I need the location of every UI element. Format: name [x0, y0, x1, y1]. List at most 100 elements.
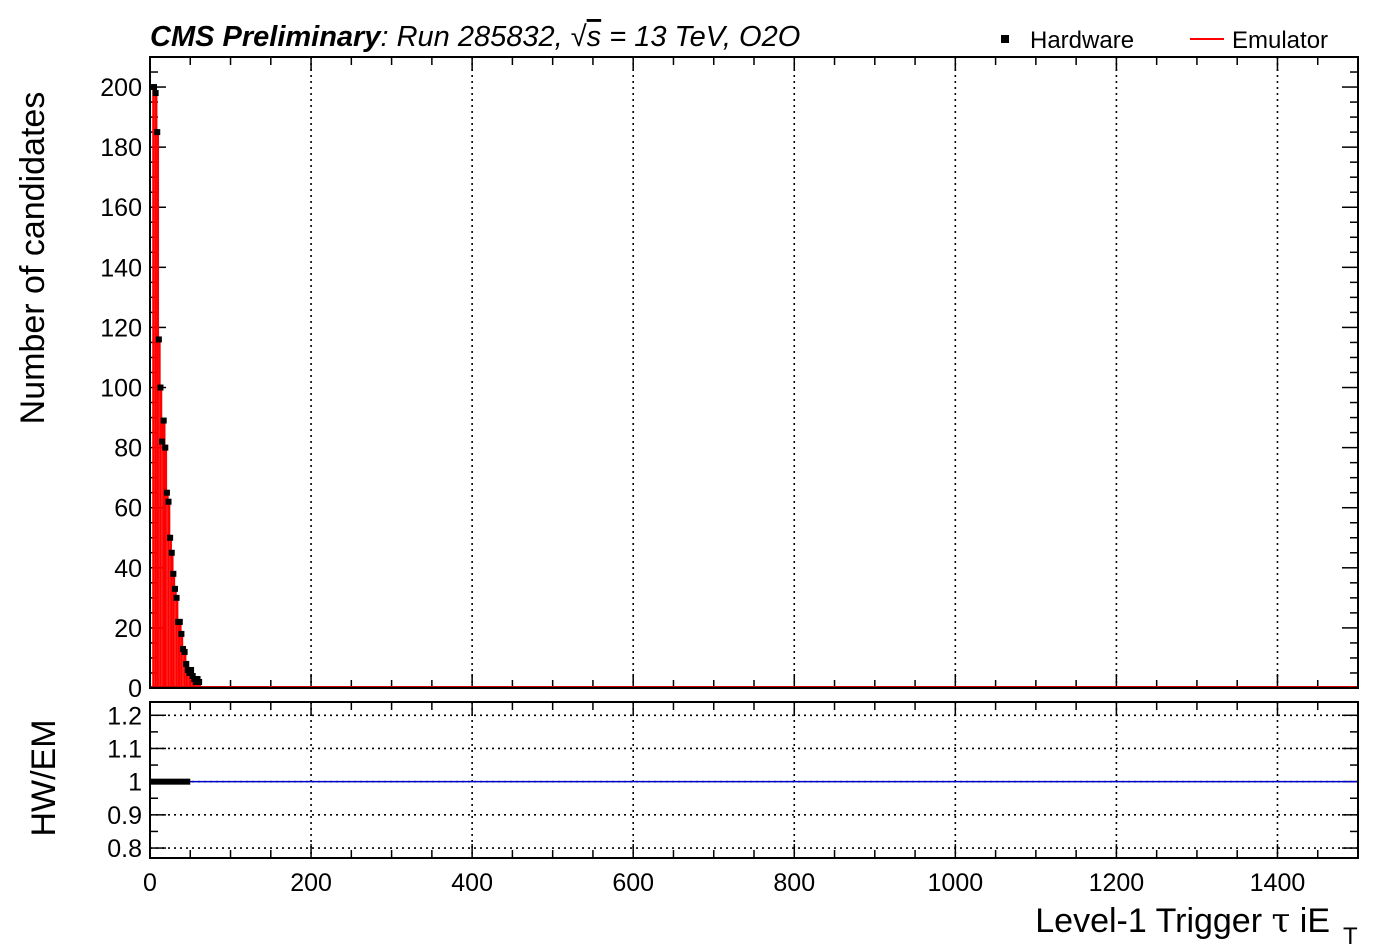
x-tick-label: 1200: [1089, 869, 1145, 897]
ratio-y-tick-label: 1.1: [107, 735, 142, 763]
emulator-bar: [180, 633, 183, 688]
hardware-marker: [173, 594, 180, 601]
legend-hardware-marker: [1001, 35, 1009, 43]
ratio-y-tick-label: 0.8: [107, 835, 142, 863]
emulator-bar: [178, 621, 181, 688]
hardware-marker: [180, 645, 187, 652]
y-tick-label: 40: [114, 555, 142, 583]
x-axis-label-ie: iE: [1290, 902, 1330, 940]
hardware-marker: [184, 666, 191, 673]
run-label: : Run 285832,: [380, 21, 570, 53]
emulator-bar: [188, 672, 191, 688]
hardware-marker: [191, 675, 198, 682]
energy-label: = 13 TeV, O2O: [601, 21, 800, 53]
hardware-marker: [168, 549, 175, 556]
y-tick-label: 140: [100, 254, 142, 282]
emulator-bar: [161, 441, 163, 688]
main-grid: [310, 57, 1279, 688]
hardware-marker: [189, 672, 196, 679]
emulator-bar: [170, 552, 173, 688]
x-tick-label: 600: [612, 869, 654, 897]
hardware-marker: [196, 678, 203, 685]
hardware-marker: [160, 417, 167, 424]
hardware-marker: [176, 618, 183, 625]
legend-emulator-label: Emulator: [1232, 27, 1328, 54]
ratio-panel: 0.8 0.9 1 1.1 1.2 HW/EM 0 200 400 600 800 1000 120…: [25, 701, 1359, 897]
ratio-y-tick-label: 0.9: [107, 802, 142, 830]
emulator-bar: [174, 588, 176, 688]
ratio-y-tick-labels: 0.8 0.9 1 1.1 1.2: [107, 702, 142, 863]
ratio-grid: [150, 702, 1358, 858]
x-axis-label-tau: τ: [1272, 901, 1291, 941]
cms-label: CMS Preliminary: [150, 21, 382, 53]
hardware-marker: [171, 585, 178, 592]
x-axis-label-main: Level-1 Trigger: [1035, 902, 1271, 940]
emulator-bar: [190, 669, 192, 688]
hardware-marker: [152, 90, 159, 97]
hardware-marker: [151, 84, 158, 91]
emulator-bar: [156, 132, 159, 689]
y-tick-label: 60: [114, 495, 142, 523]
main-y-tick-labels: 0 20 40 60 80 100 120 140 160 180 200: [100, 74, 142, 703]
emulator-bar: [195, 681, 197, 688]
main-panel: 0 20 40 60 80 100 120 140 160 180 200 Number of ca…: [14, 56, 1359, 703]
hardware-marker: [170, 570, 177, 577]
emulator-bar: [166, 492, 168, 688]
emulator-bar: [177, 621, 179, 688]
emulator-bar: [182, 648, 184, 688]
emulator-bar: [162, 420, 165, 688]
y-tick-label: 180: [100, 134, 142, 162]
emulator-bar: [183, 651, 186, 688]
emulator-bar: [175, 597, 178, 688]
emulator-bar: [185, 663, 188, 688]
emulator-bar: [169, 537, 171, 688]
emulator-bar: [164, 447, 167, 688]
hardware-marker: [194, 675, 201, 682]
hardware-marker: [163, 489, 170, 496]
y-tick-label: 100: [100, 375, 142, 403]
y-tick-label: 120: [100, 314, 142, 342]
hardware-marker: [154, 129, 161, 136]
ratio-y-tick-label: 1.2: [107, 702, 142, 730]
hardware-markers: [151, 84, 203, 685]
y-tick-label: 20: [114, 615, 142, 643]
hardware-marker: [167, 534, 174, 541]
hardware-marker: [186, 669, 193, 676]
emulator-bar: [159, 387, 162, 688]
legend: Hardware Emulator: [1001, 27, 1328, 54]
sqrt-s-label: s: [587, 21, 602, 53]
ratio-y-tick-label: 1: [128, 769, 142, 797]
emulator-bar: [158, 339, 160, 688]
hardware-marker: [162, 444, 169, 451]
ratio-ticks: [149, 702, 1359, 858]
ratio-y-axis-label: HW/EM: [25, 719, 63, 836]
ratio-frame: [149, 701, 1359, 859]
hardware-marker: [188, 666, 195, 673]
x-tick-labels: 0 200 400 600 800 1000 1200 1400: [143, 869, 1305, 897]
ratio-band: [150, 778, 191, 785]
y-tick-label: 0: [128, 675, 142, 703]
x-tick-label: 800: [773, 869, 815, 897]
x-tick-label: 1400: [1250, 869, 1306, 897]
x-tick-label: 1000: [928, 869, 984, 897]
hardware-marker: [181, 648, 188, 655]
hardware-marker: [183, 660, 190, 667]
hardware-marker: [165, 498, 172, 505]
hardware-marker: [157, 384, 164, 391]
x-tick-label: 200: [290, 869, 332, 897]
y-tick-label: 200: [100, 74, 142, 102]
hardware-marker: [192, 678, 199, 685]
x-tick-label: 0: [143, 869, 157, 897]
plot-header: CMS Preliminary: Run 285832, √s = 13 TeV…: [150, 21, 800, 53]
x-tick-label: 400: [451, 869, 493, 897]
hardware-marker: [159, 438, 166, 445]
emulator-bar: [154, 93, 157, 689]
main-ticks: [149, 56, 1359, 689]
emulator-histogram: [153, 87, 200, 689]
hardware-marker: [155, 336, 162, 343]
sqrt-symbol: √: [571, 21, 587, 53]
y-tick-label: 80: [114, 435, 142, 463]
y-tick-label: 160: [100, 194, 142, 222]
emulator-bar: [187, 669, 189, 688]
